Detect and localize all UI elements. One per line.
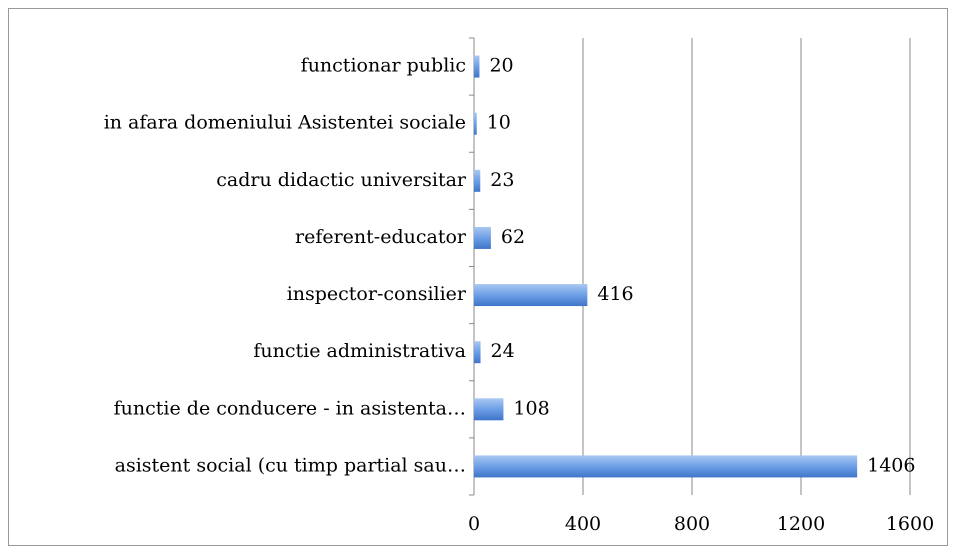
x-tick-label: 800 [674, 513, 710, 535]
bar [474, 226, 491, 249]
value-label: 416 [597, 283, 633, 305]
x-tick-label: 400 [565, 513, 601, 535]
value-label: 24 [491, 340, 515, 362]
y-tick-label: functionar public [301, 55, 466, 77]
y-tick-label: asistent social (cu timp partial sau… [115, 454, 466, 476]
bar [474, 169, 481, 192]
x-tick-label: 1600 [886, 513, 934, 535]
y-tick-label: referent-educator [295, 226, 467, 248]
y-tick-label: inspector-consilier [287, 283, 467, 305]
x-tick-label: 1200 [777, 513, 825, 535]
bar [474, 341, 481, 364]
value-label: 108 [513, 397, 549, 419]
value-label: 23 [490, 169, 514, 191]
value-label: 62 [501, 226, 525, 248]
value-label: 1406 [867, 454, 915, 476]
bar [474, 112, 477, 135]
x-tick-label: 0 [468, 513, 480, 535]
value-label: 10 [487, 112, 511, 134]
y-tick-label: functie administrativa [253, 340, 466, 362]
y-tick-label: in afara domeniului Asistentei sociale [104, 112, 466, 134]
bar [474, 55, 480, 78]
bar [474, 284, 588, 307]
bar [474, 398, 504, 421]
value-label: 20 [489, 55, 513, 77]
y-tick-label: functie de conducere - in asistenta… [114, 397, 466, 419]
bar [474, 455, 858, 478]
y-tick-label: cadru didactic universitar [216, 169, 467, 191]
